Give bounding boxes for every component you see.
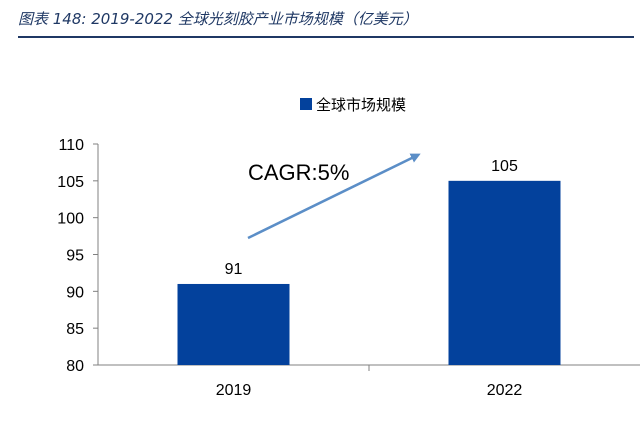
data-label-2022: 105 — [491, 158, 518, 175]
figure-caption: 图表 148: 2019-2022 全球光刻胶产业市场规模（亿美元） — [18, 8, 626, 29]
caption-divider — [18, 36, 634, 38]
x-tick-label-2019: 2019 — [216, 382, 252, 399]
y-tick-label: 90 — [66, 284, 84, 301]
x-axis-labels: 2019 2022 — [216, 382, 523, 399]
y-tick-label: 105 — [57, 174, 84, 191]
y-tick-label: 80 — [66, 358, 84, 375]
cagr-annotation: CAGR:5% — [247, 153, 421, 240]
bars — [177, 180, 561, 365]
x-tick-label-2022: 2022 — [487, 382, 523, 399]
y-tick-label: 110 — [58, 137, 84, 154]
legend: 全球市场规模 — [300, 96, 406, 114]
caption-title: 全球光刻胶产业市场规模（亿美元） — [177, 10, 418, 28]
caption-prefix: 图表 148: — [18, 10, 87, 28]
cagr-arrow — [247, 153, 421, 240]
y-tick-label: 100 — [57, 211, 84, 228]
legend-label: 全球市场规模 — [316, 96, 406, 114]
cagr-label: CAGR:5% — [248, 160, 349, 185]
data-labels: 91 105 — [225, 158, 518, 278]
y-tick-label: 95 — [66, 248, 84, 265]
y-axis-ticks: 80 85 90 95 100 105 110 — [57, 137, 98, 375]
bar-2022 — [448, 180, 561, 365]
bar-2019 — [177, 283, 290, 365]
caption-years: 2019-2022 — [91, 10, 173, 28]
y-tick-label: 85 — [66, 321, 84, 338]
legend-swatch — [300, 98, 312, 110]
data-label-2019: 91 — [225, 261, 243, 278]
